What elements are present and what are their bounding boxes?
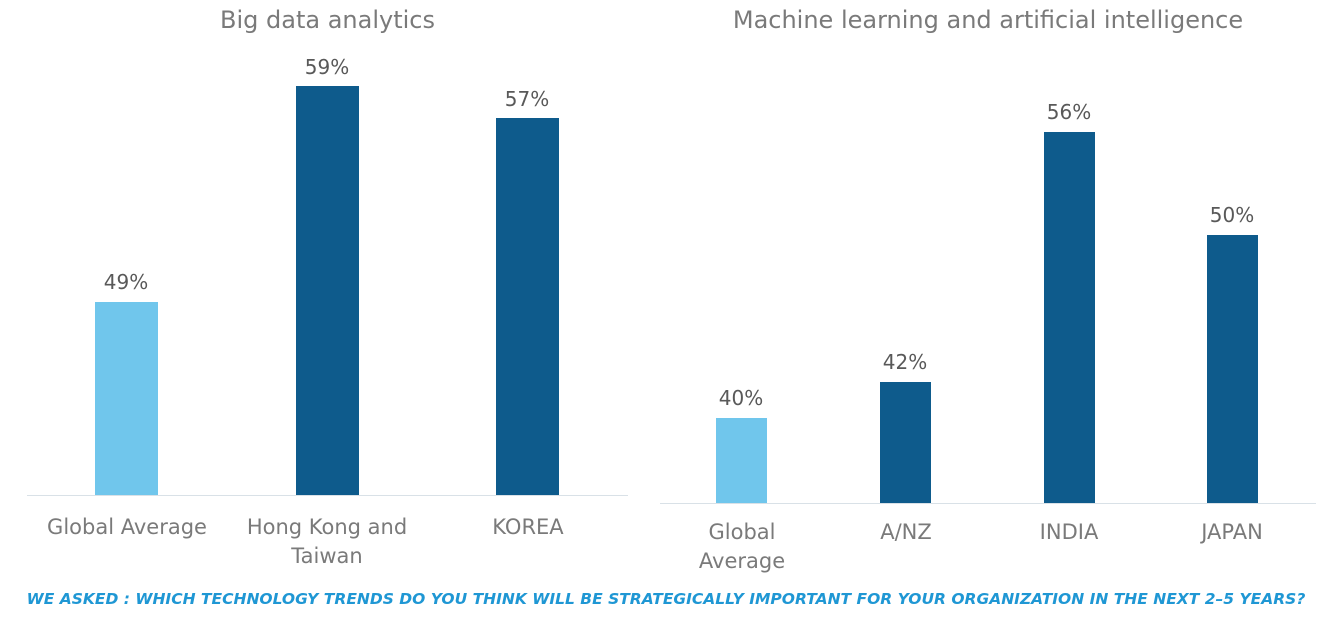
data-label: 50%: [1209, 203, 1255, 227]
chart-title: Big data analytics: [220, 6, 435, 34]
bar-anz: [880, 382, 931, 503]
x-axis-line: [27, 495, 628, 496]
category-label: INDIA: [1039, 520, 1099, 544]
data-label: 59%: [304, 55, 350, 79]
data-label: 49%: [103, 270, 149, 294]
category-label: KOREA: [492, 515, 564, 539]
bar-hong-kong-taiwan: [296, 86, 359, 495]
survey-question-footer: WE ASKED : WHICH TECHNOLOGY TRENDS DO YO…: [26, 590, 1306, 608]
data-label: 57%: [504, 87, 550, 111]
bar-global-average: [716, 418, 767, 503]
category-label: Global Average: [698, 520, 786, 573]
category-label: A/NZ: [880, 520, 932, 544]
category-label: Hong Kong and Taiwan: [246, 515, 408, 568]
category-label: Global Average: [47, 515, 207, 539]
x-axis-line: [660, 503, 1316, 504]
bar-global-average: [95, 302, 158, 495]
bar-japan: [1207, 235, 1258, 503]
data-label: 42%: [882, 350, 928, 374]
data-label: 56%: [1046, 100, 1092, 124]
chart-title: Machine learning and artificial intellig…: [732, 6, 1244, 34]
bar-india: [1044, 132, 1095, 503]
data-label: 40%: [718, 386, 764, 410]
category-label: JAPAN: [1201, 520, 1263, 544]
bar-korea: [496, 118, 559, 495]
